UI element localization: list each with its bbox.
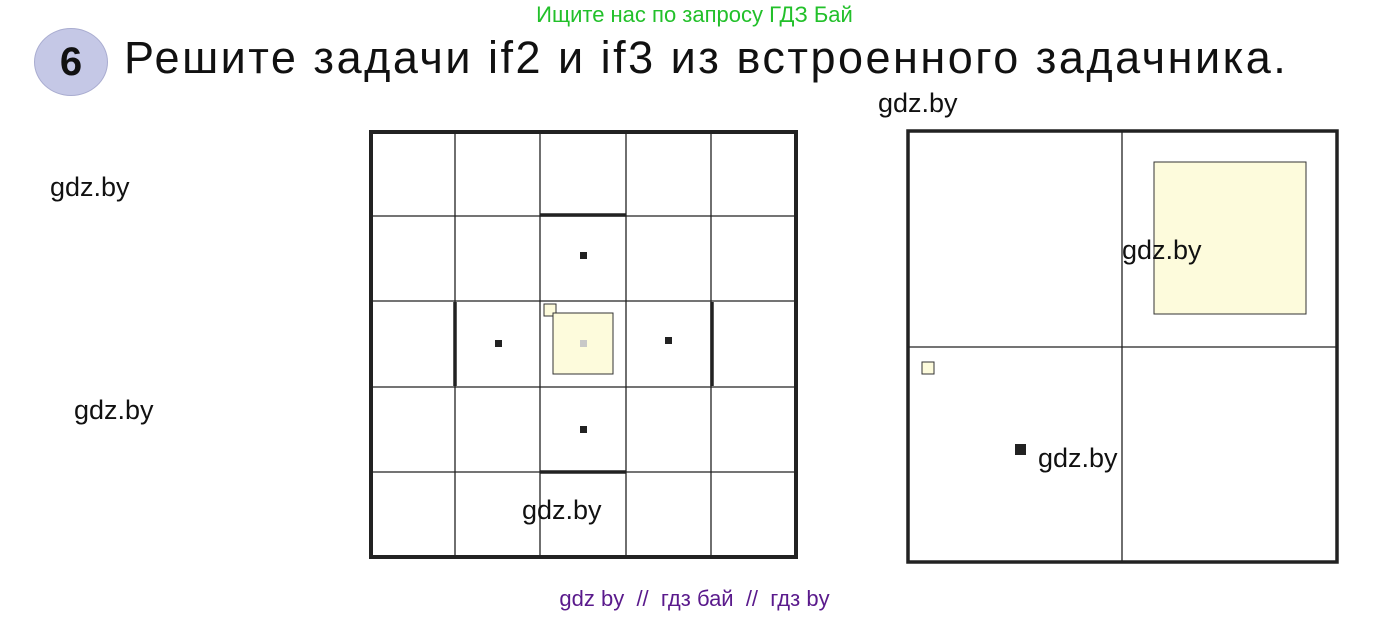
highlight-square (1153, 161, 1307, 315)
point (1015, 444, 1026, 455)
quadrant-figure (906, 129, 1339, 564)
point (665, 337, 672, 344)
watermark: gdz.by (74, 395, 154, 425)
point-center (580, 340, 587, 347)
watermark: gdz.by (878, 88, 958, 118)
watermark: gdz.by (1122, 235, 1202, 265)
small-square-marker (921, 361, 935, 375)
watermark: gdz.by (1038, 443, 1118, 473)
grid-5x5-figure (369, 130, 798, 559)
point (580, 426, 587, 433)
wall-segments (453, 213, 714, 474)
point (495, 340, 502, 347)
search-hint: Ищите нас по запросу ГДЗ Бай (536, 2, 853, 27)
point (580, 252, 587, 259)
watermark: gdz.by (522, 495, 602, 525)
footer-text: gdz by // гдз бай // гдз by (559, 586, 830, 611)
task-number-badge: 6 (34, 28, 108, 96)
task-title: Решите задачи if2 и if3 из встроенного з… (124, 32, 1289, 83)
watermark: gdz.by (50, 172, 130, 202)
